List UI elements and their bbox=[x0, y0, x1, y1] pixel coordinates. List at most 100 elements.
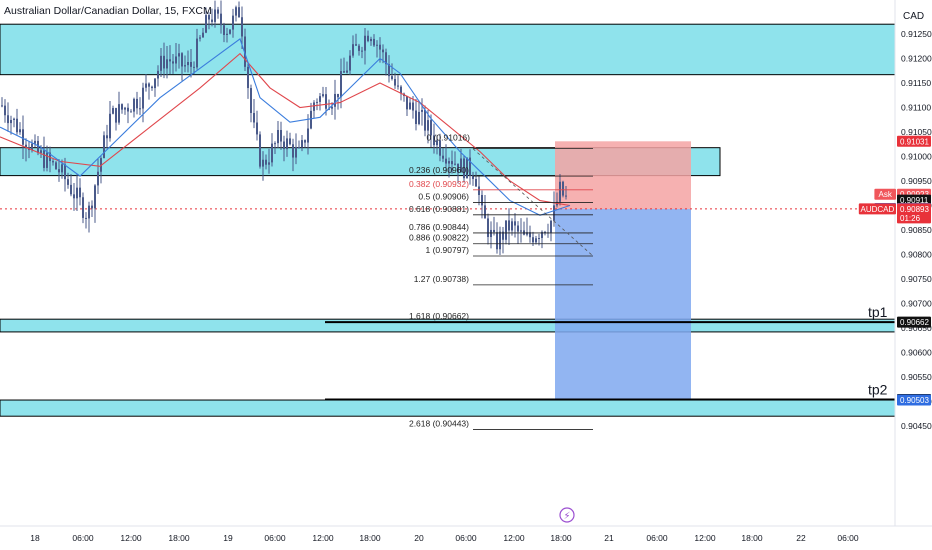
candle-body bbox=[250, 88, 252, 113]
candle-body bbox=[493, 229, 495, 233]
candle-body bbox=[499, 231, 501, 250]
candle-body bbox=[253, 112, 255, 123]
candle-body bbox=[262, 159, 264, 167]
candle-body bbox=[52, 161, 54, 163]
candle-body bbox=[169, 59, 171, 62]
price-tick-label: 0.91000 bbox=[901, 152, 932, 162]
candle-body bbox=[13, 118, 15, 120]
candle-body bbox=[259, 134, 261, 167]
fib-level-label: 1.27 (0.90738) bbox=[414, 274, 469, 284]
time-tick-label: 12:00 bbox=[694, 533, 716, 543]
candle-body bbox=[508, 220, 510, 231]
candle-body bbox=[10, 119, 12, 124]
candle-body bbox=[433, 135, 435, 146]
candle-body bbox=[343, 71, 345, 73]
candle-body bbox=[418, 111, 420, 125]
target-layer: tp1 tp2 bbox=[325, 304, 895, 401]
candle-body bbox=[376, 44, 378, 46]
candle-body bbox=[532, 237, 534, 243]
time-tick-label: 18:00 bbox=[550, 533, 572, 543]
candle-body bbox=[484, 205, 486, 219]
candle-body bbox=[406, 95, 408, 110]
candle-body bbox=[1, 105, 3, 107]
candle-body bbox=[538, 237, 540, 239]
event-marker-icon[interactable] bbox=[559, 507, 575, 523]
candle-body bbox=[535, 238, 537, 243]
candle-body bbox=[82, 197, 84, 218]
candle-body bbox=[271, 143, 273, 163]
candle-body bbox=[424, 109, 426, 131]
candle-body bbox=[268, 162, 270, 165]
candle-body bbox=[391, 76, 393, 79]
ema-blue-line bbox=[0, 38, 571, 216]
candle-body bbox=[70, 184, 72, 195]
candle-body bbox=[523, 230, 525, 235]
candle-body bbox=[379, 44, 381, 50]
candle-body bbox=[178, 53, 180, 57]
fib-level-label: 0.382 (0.90932) bbox=[409, 179, 469, 189]
candle-body bbox=[4, 105, 6, 116]
fib-level-label: 1 (0.90797) bbox=[426, 245, 470, 255]
price-tick-label: 0.90800 bbox=[901, 250, 932, 260]
price-tag-value: 0.90503 bbox=[900, 396, 929, 405]
price-axis[interactable]: 0.912500.912000.911500.911000.910500.910… bbox=[901, 29, 932, 431]
candle-body bbox=[520, 230, 522, 232]
candle-body bbox=[394, 78, 396, 86]
candle-body bbox=[7, 115, 9, 124]
candle-body bbox=[208, 15, 210, 20]
candle-body bbox=[490, 229, 492, 238]
candle-body bbox=[481, 194, 483, 206]
price-tick-label: 0.91100 bbox=[901, 103, 931, 113]
candle-body bbox=[397, 85, 399, 87]
candle-body bbox=[40, 150, 42, 153]
candle-body bbox=[346, 70, 348, 73]
candle-body bbox=[157, 70, 159, 79]
candle-body bbox=[235, 7, 237, 16]
candle-body bbox=[64, 164, 66, 180]
candle-body bbox=[415, 110, 417, 125]
candle-body bbox=[496, 232, 498, 250]
candle-body bbox=[133, 98, 135, 112]
time-axis[interactable]: 18 06:00 12:00 18:00 19 06:00 12:00 18:00 20 06:0… bbox=[30, 533, 859, 543]
price-tick-label: 0.91050 bbox=[901, 127, 932, 137]
candle-body bbox=[199, 37, 201, 39]
candle-body bbox=[214, 9, 216, 22]
candle-body bbox=[358, 45, 360, 51]
candle-body bbox=[331, 106, 333, 109]
supply-zone-top bbox=[0, 23, 896, 76]
fib-level-label: 0.786 (0.90844) bbox=[409, 222, 469, 232]
candle-body bbox=[76, 187, 78, 199]
candle-body bbox=[34, 140, 36, 144]
candle-body bbox=[88, 205, 90, 219]
candle-body bbox=[58, 169, 60, 173]
candle-body bbox=[220, 13, 222, 26]
candle-body bbox=[91, 205, 93, 209]
candle-body bbox=[136, 98, 138, 109]
fib-level-label: 1.618 (0.90662) bbox=[409, 311, 469, 321]
candle-body bbox=[301, 140, 303, 148]
price-tag-prefix: AUDCAD bbox=[861, 205, 895, 214]
time-tick-label: 12:00 bbox=[120, 533, 142, 543]
candle-body bbox=[355, 44, 357, 46]
time-tick-label: 12:00 bbox=[503, 533, 525, 543]
time-tick-label: 06:00 bbox=[455, 533, 477, 543]
candle-body bbox=[73, 194, 75, 199]
candle-body bbox=[94, 185, 96, 209]
time-tick-label: 22 bbox=[796, 533, 806, 543]
candle-body bbox=[370, 38, 372, 42]
candle-body bbox=[286, 138, 288, 150]
candle-body bbox=[292, 144, 294, 158]
price-tag-value: 0.90893 bbox=[900, 205, 929, 214]
candle-body bbox=[544, 231, 546, 234]
candle-body bbox=[232, 15, 234, 30]
price-tag-value: 0.90911 bbox=[900, 196, 929, 205]
candle-body bbox=[115, 108, 117, 123]
candle-body bbox=[154, 78, 156, 89]
candle-body bbox=[451, 161, 453, 165]
candle-body bbox=[364, 35, 366, 51]
currency-label[interactable]: CAD bbox=[903, 11, 924, 22]
candle-body bbox=[283, 141, 285, 150]
time-tick-label: 18 bbox=[30, 533, 40, 543]
time-tick-label: 06:00 bbox=[646, 533, 668, 543]
